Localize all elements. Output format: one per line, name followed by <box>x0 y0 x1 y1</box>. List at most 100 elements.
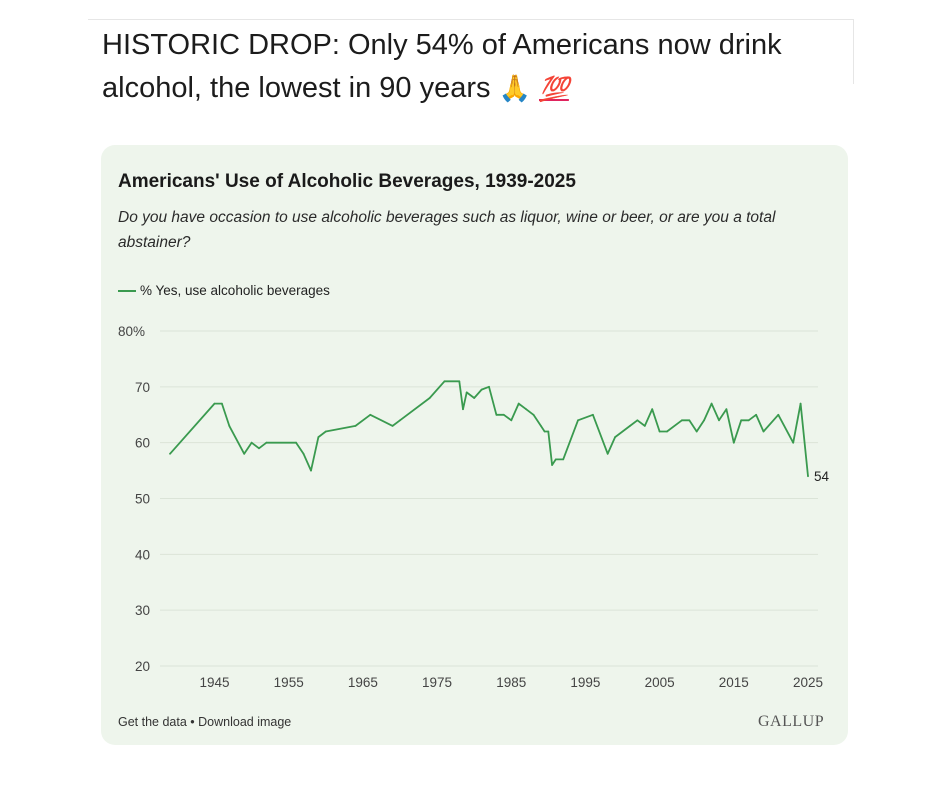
data-point <box>666 430 668 433</box>
data-point <box>462 408 464 411</box>
data-point <box>695 430 698 433</box>
data-point <box>547 430 550 433</box>
data-point <box>428 397 431 399</box>
data-point <box>725 408 728 411</box>
data-point <box>169 452 171 455</box>
x-tick-label: 1945 <box>199 675 229 690</box>
data-point <box>399 419 401 422</box>
y-tick-label: 20 <box>135 659 150 674</box>
data-point <box>551 464 553 466</box>
data-point <box>540 425 542 427</box>
axis-ticks: 20 30 40 50 60 70 80% 1945 1955 1965 1975 1985 1995 2… <box>118 324 823 690</box>
gallup-logo: GALLUP <box>758 713 825 730</box>
data-point <box>703 419 705 422</box>
x-tick-label: 1985 <box>496 675 526 690</box>
x-tick-label: 2005 <box>645 675 675 690</box>
x-tick-label: 1955 <box>274 675 304 690</box>
data-point <box>443 380 446 383</box>
data-point <box>688 419 691 422</box>
data-point <box>777 413 780 416</box>
data-point <box>807 475 809 478</box>
data-point <box>391 425 394 427</box>
data-point <box>755 413 757 416</box>
data-point <box>295 441 297 444</box>
series-layer: 54 <box>169 380 830 484</box>
get-the-data-link[interactable]: Get the data <box>118 715 187 729</box>
data-point <box>258 447 260 450</box>
data-point <box>799 402 802 405</box>
x-tick-label: 1965 <box>348 675 378 690</box>
y-tick-label: 80% <box>118 324 145 339</box>
series-line-0 <box>169 380 809 477</box>
data-point <box>324 430 327 433</box>
data-point <box>369 413 372 416</box>
data-point <box>510 419 513 422</box>
data-point <box>228 425 231 427</box>
data-point <box>488 385 490 388</box>
data-point <box>243 452 246 455</box>
x-tick-label: 1995 <box>570 675 600 690</box>
x-tick-label: 2025 <box>793 675 823 690</box>
post-text-block: HISTORIC DROP: Only 54% of Americans now… <box>102 24 862 111</box>
data-point <box>502 413 505 416</box>
y-tick-label: 70 <box>135 380 150 395</box>
data-point <box>592 413 594 416</box>
post-frame <box>88 19 854 84</box>
chart-subtitle: Do you have occasion to use alcoholic be… <box>118 209 776 251</box>
data-point <box>458 380 461 383</box>
data-point <box>762 430 765 433</box>
data-point <box>681 419 683 422</box>
post-headline: HISTORIC DROP: Only 54% of Americans now… <box>102 29 782 104</box>
gridlines <box>160 330 818 667</box>
x-tick-label: 1975 <box>422 675 452 690</box>
data-point <box>554 458 557 461</box>
end-value-label: 54 <box>814 469 830 484</box>
data-point <box>614 436 616 438</box>
x-tick-label: 2015 <box>719 675 749 690</box>
chart-legend: % Yes, use alcoholic beverages <box>118 283 330 298</box>
data-point <box>562 458 565 461</box>
y-tick-label: 50 <box>135 492 150 507</box>
footer-links: Get the data • Download image <box>118 715 291 729</box>
legend-line-swatch <box>118 289 136 292</box>
data-point <box>465 391 468 394</box>
y-tick-label: 40 <box>135 547 150 562</box>
data-point <box>606 452 609 455</box>
data-point <box>636 419 639 422</box>
data-point <box>543 430 546 433</box>
data-point <box>732 441 735 444</box>
data-point <box>577 419 579 422</box>
footer-separator: • <box>186 715 199 729</box>
download-image-link[interactable]: Download image <box>198 715 292 729</box>
chart-title: Americans' Use of Alcoholic Beverages, 1… <box>118 171 576 192</box>
data-point <box>495 413 498 416</box>
data-point <box>629 425 631 427</box>
data-point <box>302 452 305 455</box>
data-point <box>265 441 268 444</box>
hundred-points-emoji: 💯 <box>539 75 569 103</box>
legend-series-label: % Yes, use alcoholic beverages <box>140 283 330 298</box>
data-point <box>658 430 661 433</box>
data-point <box>354 425 357 427</box>
y-tick-label: 60 <box>135 436 150 451</box>
data-point <box>221 402 223 405</box>
chart-card <box>101 145 848 745</box>
data-point <box>473 397 476 399</box>
data-point <box>792 441 795 444</box>
data-point <box>532 413 535 416</box>
data-point <box>517 402 520 405</box>
data-point <box>740 419 743 422</box>
data-point <box>213 402 216 405</box>
praying-hands-emoji: 🙏 <box>498 74 531 104</box>
data-point <box>710 402 713 405</box>
data-point <box>718 419 720 422</box>
data-point <box>747 419 750 422</box>
y-tick-label: 30 <box>135 603 150 618</box>
data-point <box>651 408 654 411</box>
data-point <box>643 425 646 427</box>
data-point <box>525 408 527 411</box>
data-point <box>317 436 320 438</box>
data-point <box>250 441 253 444</box>
data-point <box>310 469 312 472</box>
